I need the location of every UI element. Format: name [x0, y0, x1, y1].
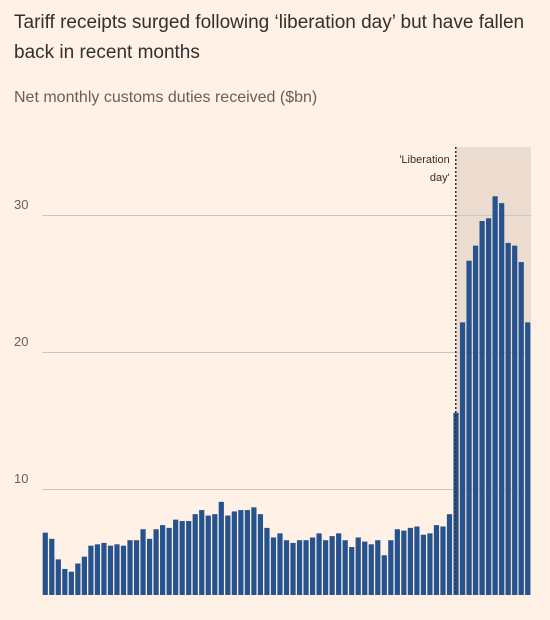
bar — [433, 525, 440, 595]
annotation-text: day' — [430, 172, 450, 184]
bar — [133, 540, 140, 595]
bar — [270, 537, 277, 595]
bar — [186, 521, 192, 595]
bar — [499, 203, 505, 595]
bar — [153, 529, 159, 595]
bar — [381, 555, 387, 595]
bar — [420, 534, 427, 595]
bar — [440, 526, 446, 595]
y-tick-label: 20 — [14, 334, 28, 349]
y-tick-label: 10 — [14, 471, 28, 486]
bar — [55, 559, 61, 595]
bar — [75, 563, 81, 595]
bar — [277, 533, 283, 595]
bar — [101, 542, 107, 595]
bar — [49, 538, 55, 595]
bar — [505, 242, 511, 595]
annotation-text: 'Liberation — [399, 154, 449, 166]
bar — [362, 541, 368, 595]
bar — [251, 507, 257, 595]
bar — [244, 510, 250, 595]
bar — [427, 533, 433, 595]
bar — [179, 521, 185, 595]
bar — [401, 530, 407, 595]
bar — [107, 545, 114, 595]
bar — [114, 544, 120, 595]
bar — [88, 545, 94, 595]
bar — [309, 537, 316, 595]
bar — [290, 542, 296, 595]
bar — [459, 322, 466, 595]
bar — [329, 536, 335, 595]
chart-title: Tariff receipts surged following ‘libera… — [14, 12, 525, 63]
bar — [336, 533, 342, 595]
bar — [127, 540, 133, 595]
bar — [140, 529, 146, 595]
bar — [146, 538, 153, 595]
bar — [525, 322, 531, 595]
y-tick-label: 30 — [14, 197, 28, 212]
bar — [316, 533, 322, 595]
chart-subtitle: Net monthly customs duties received ($bn… — [14, 89, 318, 106]
bar — [407, 527, 413, 595]
bar — [199, 510, 205, 595]
bar — [375, 540, 381, 595]
bar — [342, 540, 348, 595]
bar — [512, 245, 518, 595]
bar — [218, 501, 224, 595]
bar — [394, 529, 400, 595]
bar — [173, 519, 179, 595]
bar — [62, 568, 68, 595]
bar — [231, 511, 237, 595]
bar — [368, 544, 374, 595]
bar — [205, 515, 211, 595]
bar — [238, 510, 244, 595]
bar — [323, 540, 329, 595]
bar — [296, 540, 303, 595]
bar — [472, 245, 479, 595]
bar — [257, 514, 264, 595]
bar — [446, 514, 453, 595]
bar — [414, 526, 420, 595]
bar — [81, 556, 87, 595]
bar — [68, 571, 74, 595]
bar — [466, 260, 472, 595]
bar — [42, 532, 48, 595]
bar — [120, 545, 127, 595]
bar — [192, 514, 198, 595]
bar — [264, 527, 270, 595]
bar — [212, 514, 218, 595]
bar — [225, 515, 231, 595]
bar — [283, 540, 290, 595]
bar — [166, 527, 172, 595]
bar — [492, 196, 498, 595]
bar — [160, 525, 166, 595]
bar — [349, 547, 355, 595]
bar — [94, 544, 101, 595]
bar — [355, 537, 361, 595]
bar — [518, 262, 524, 595]
bar — [388, 540, 394, 595]
bar — [479, 220, 485, 596]
bar — [303, 540, 309, 595]
bar — [486, 218, 492, 596]
